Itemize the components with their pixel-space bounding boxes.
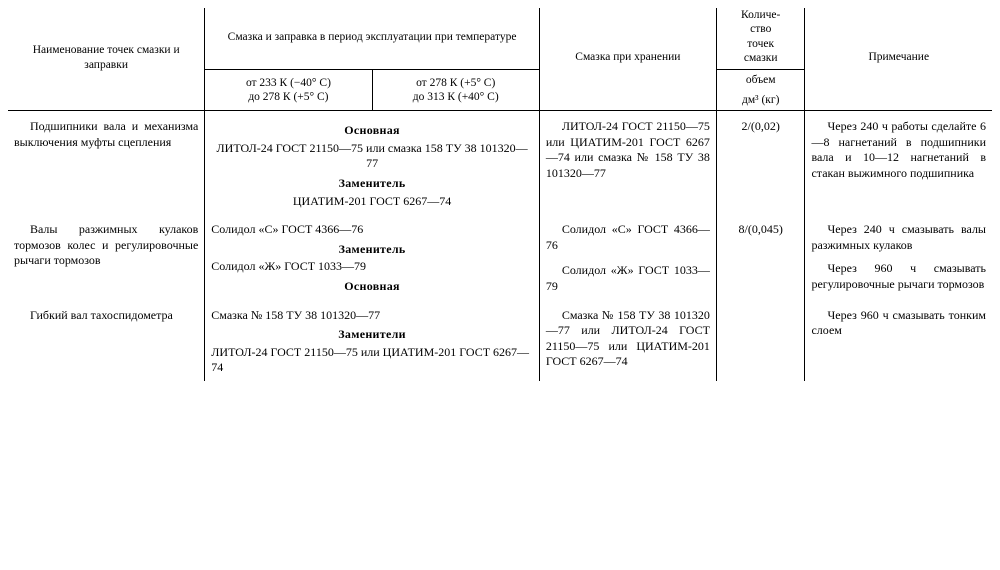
cell-qty: 2/(0,02): [716, 111, 805, 214]
row1-storage: ЛИТОЛ-24 ГОСТ 21150—75 или ЦИАТИМ-201 ГО…: [546, 119, 710, 181]
temp-a-l2: до 278 К (+5° С): [248, 91, 328, 103]
temp-b-l1: от 278 К (+5° С): [416, 77, 495, 89]
cell-note: Через 240 ч работы сделайте 6—8 нагнетан…: [805, 111, 992, 214]
table-body: Подшипники вала и механизма выключения м…: [8, 111, 992, 381]
qty-l4: смазки: [744, 52, 778, 64]
cell-storage: ЛИТОЛ-24 ГОСТ 21150—75 или ЦИАТИМ-201 ГО…: [539, 111, 716, 214]
row2-lube-sub: Солидол «Ж» ГОСТ 1033—79: [211, 259, 533, 275]
row2-note-b: Через 960 ч смазывать регулировочные рыч…: [811, 261, 986, 292]
row2-storage-b: Солидол «Ж» ГОСТ 1033—79: [546, 263, 710, 294]
col-qty-sub: объем: [716, 69, 805, 90]
table-header: Наименование точек смазки и заправки Сма…: [8, 8, 992, 111]
cell-note: Через 240 ч смазывать валы разжимных кул…: [805, 214, 992, 299]
table-row: Гибкий вал тахоспидометра Смазка № 158 Т…: [8, 300, 992, 381]
section-main: Основная: [211, 123, 533, 139]
col-qty-sub2: дм³ (кг): [716, 90, 805, 111]
section-sub: Заменитель: [211, 242, 533, 258]
table-row: Подшипники вала и механизма выключения м…: [8, 111, 992, 214]
cell-lube: Смазка № 158 ТУ 38 101320—77 Заменители …: [205, 300, 540, 381]
row3-name: Гибкий вал тахоспидометра: [14, 308, 198, 324]
cell-name: Гибкий вал тахоспидометра: [8, 300, 205, 381]
qty-l3: точек: [747, 38, 774, 50]
section-main: Основная: [211, 279, 533, 295]
qty-sub-l1: объем: [746, 74, 776, 86]
table-row: Валы разжимных кулаков тормозов колес и …: [8, 214, 992, 299]
row2-name: Валы разжимных кулаков тормозов колес и …: [14, 222, 198, 269]
col-name: Наименование точек смазки и заправки: [8, 8, 205, 111]
cell-note: Через 960 ч смазывать тонким слоем: [805, 300, 992, 381]
col-lube-group: Смазка и заправка в период эксплуатации …: [205, 8, 540, 69]
cell-lube: Солидол «С» ГОСТ 4366—76 Заменитель Соли…: [205, 214, 540, 299]
cell-qty: [716, 300, 805, 381]
qty-l1: Количе-: [741, 9, 780, 21]
row1-note: Через 240 ч работы сделайте 6—8 нагнетан…: [811, 119, 986, 181]
cell-lube: Основная ЛИТОЛ-24 ГОСТ 21150—75 или смаз…: [205, 111, 540, 214]
qty-l2: ство: [750, 23, 771, 35]
row3-lube-sub: ЛИТОЛ-24 ГОСТ 21150—75 или ЦИАТИМ-201 ГО…: [211, 345, 533, 376]
col-temp-a: от 233 К (−40° С) до 278 К (+5° С): [205, 69, 372, 111]
qty-sub-l2: дм³ (кг): [742, 94, 779, 106]
row3-note: Через 960 ч смазывать тонким слоем: [811, 308, 986, 339]
row2-note-a: Через 240 ч смазывать валы разжимных кул…: [811, 222, 986, 253]
section-subs: Заменители: [211, 327, 533, 343]
lubrication-table: Наименование точек смазки и заправки Сма…: [8, 8, 992, 381]
row1-lube-sub: ЦИАТИМ-201 ГОСТ 6267—74: [211, 194, 533, 210]
cell-storage: Солидол «С» ГОСТ 4366—76 Солидол «Ж» ГОС…: [539, 214, 716, 299]
section-sub: Заменитель: [211, 176, 533, 192]
row1-name: Подшипники вала и механизма выключения м…: [14, 119, 198, 150]
row3-lube-main: Смазка № 158 ТУ 38 101320—77: [211, 308, 533, 324]
cell-name: Подшипники вала и механизма выключения м…: [8, 111, 205, 214]
row2-storage-a: Солидол «С» ГОСТ 4366—76: [546, 222, 710, 253]
temp-a-l1: от 233 К (−40° С): [246, 77, 331, 89]
col-qty-group: Количе- ство точек смазки: [716, 8, 805, 69]
col-storage: Смазка при хранении: [539, 8, 716, 111]
cell-storage: Смазка № 158 ТУ 38 101320—77 или ЛИТОЛ-2…: [539, 300, 716, 381]
cell-name: Валы разжимных кулаков тормозов колес и …: [8, 214, 205, 299]
row2-lube-main: Солидол «С» ГОСТ 4366—76: [211, 222, 533, 238]
row3-storage: Смазка № 158 ТУ 38 101320—77 или ЛИТОЛ-2…: [546, 308, 710, 370]
row1-lube-main: ЛИТОЛ-24 ГОСТ 21150—75 или смазка 158 ТУ…: [211, 141, 533, 172]
temp-b-l2: до 313 К (+40° С): [413, 91, 499, 103]
col-note: Примечание: [805, 8, 992, 111]
col-temp-b: от 278 К (+5° С) до 313 К (+40° С): [372, 69, 539, 111]
cell-qty: 8/(0,045): [716, 214, 805, 299]
